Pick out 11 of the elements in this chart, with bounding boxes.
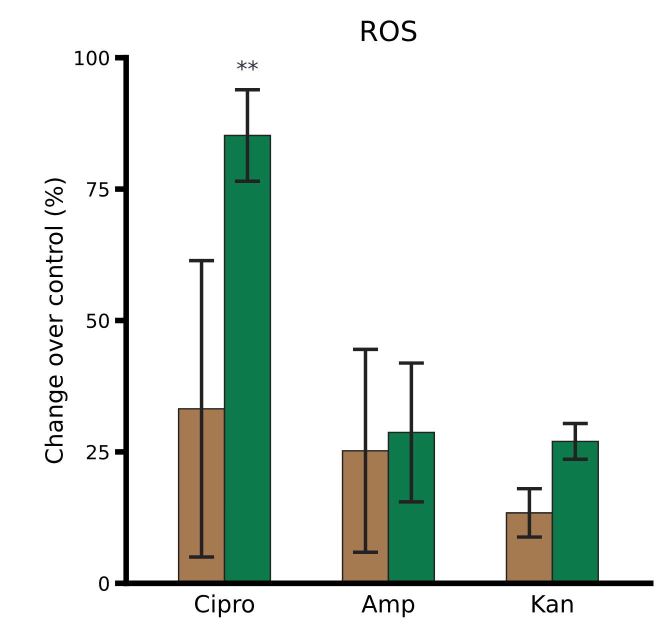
y-tick-label: 0 xyxy=(99,576,109,591)
y-tick-label: 25 xyxy=(86,444,108,460)
y-tick-label: 75 xyxy=(87,182,108,197)
y-tick-label: 50 xyxy=(86,313,109,328)
annotation: ** xyxy=(237,60,258,70)
y-axis-title: Change over control (%) xyxy=(44,178,68,464)
chart-title: ROS xyxy=(362,20,416,42)
y-tick-label: 100 xyxy=(75,50,109,66)
x-tick-label: Amp xyxy=(362,595,414,618)
x-tick-label: Cipro xyxy=(195,594,254,618)
x-tick-label: Kan xyxy=(532,595,573,613)
